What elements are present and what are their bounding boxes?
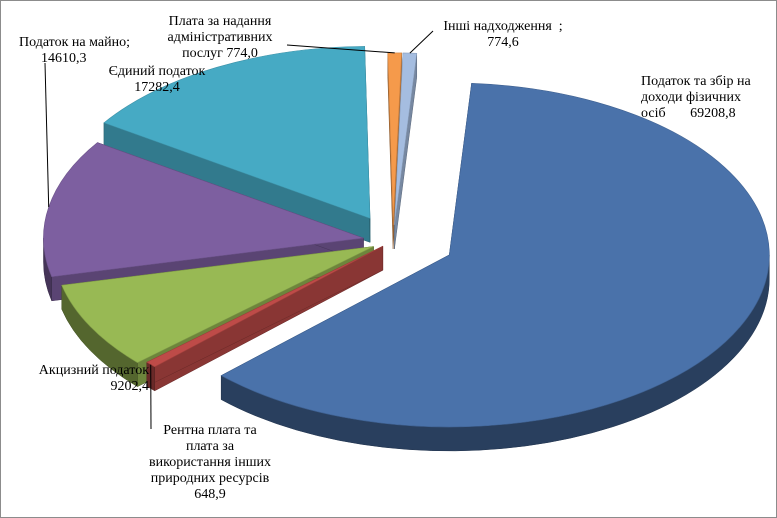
slice-label-line: 648,9 bbox=[194, 487, 226, 502]
slice-label-line: Інші надходження ; bbox=[443, 19, 563, 34]
slice-top-face bbox=[61, 246, 374, 363]
slice-label-line: плата за bbox=[185, 439, 235, 454]
slice-label-line: 774,6 bbox=[487, 35, 519, 50]
slice-label-line: використання інших bbox=[149, 455, 271, 470]
slice-label-2: Акцизний податок 9202,4 bbox=[17, 363, 149, 395]
slice-label-line: 17282,4 bbox=[134, 80, 180, 95]
slice-top-face bbox=[387, 52, 402, 225]
slice-label-line: Рентна плата та bbox=[163, 423, 257, 438]
leader-line bbox=[286, 44, 395, 54]
pie-slice bbox=[220, 83, 770, 452]
slice-top-face bbox=[146, 245, 383, 368]
pie-slice bbox=[387, 52, 402, 249]
slice-label-1: Рентна плата та плата за використання ін… bbox=[135, 423, 285, 503]
slice-label-line: Податок та збір на bbox=[641, 74, 751, 89]
slice-label-6: Інші надходження ; 774,6 bbox=[433, 19, 573, 51]
slice-label-line: послуг 774,0 bbox=[182, 46, 258, 61]
slice-top-face bbox=[43, 142, 364, 278]
slice-label-line: Плата за надання bbox=[168, 14, 272, 29]
slice-label-line: адміністративних bbox=[167, 30, 273, 45]
slice-label-line: природних ресурсів bbox=[150, 471, 270, 486]
slice-label-line: доходи фізичних bbox=[641, 90, 741, 105]
slice-label-line: Податок на майно; bbox=[19, 35, 130, 50]
slice-label-line: 14610,3 bbox=[41, 51, 87, 66]
slice-label-line: Акцизний податок bbox=[38, 363, 149, 378]
pie-slice bbox=[394, 52, 418, 249]
slice-label-0: Податок та збір на доходи фізичних осіб … bbox=[641, 74, 751, 122]
slice-top-face bbox=[220, 83, 770, 428]
leader-line bbox=[44, 62, 50, 208]
slice-top-face bbox=[103, 46, 371, 219]
leader-line bbox=[409, 30, 434, 54]
slice-label-4: Єдиний податок 17282,4 bbox=[101, 64, 213, 96]
slice-label-line: Єдиний податок bbox=[108, 64, 206, 79]
pie-slice bbox=[103, 46, 371, 243]
slice-label-line: осіб 69208,8 bbox=[641, 106, 736, 121]
pie-slice bbox=[146, 245, 384, 392]
slice-label-5: Плата за надання адміністративних послуг… bbox=[149, 14, 291, 62]
pie-slice bbox=[43, 142, 364, 302]
slice-label-line: 9202,4 bbox=[110, 379, 150, 394]
slice-label-3: Податок на майно; 14610,3 bbox=[19, 35, 130, 67]
